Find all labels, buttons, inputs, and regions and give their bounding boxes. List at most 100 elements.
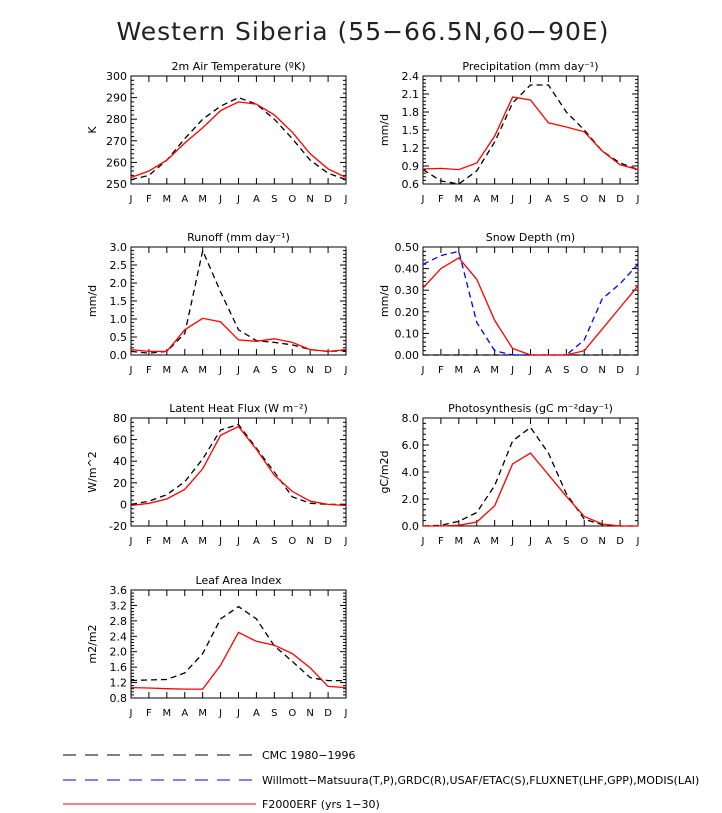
x-tick-label: M xyxy=(163,365,172,376)
y-tick-label: 2.0 xyxy=(402,493,420,506)
x-tick-label: J xyxy=(129,536,133,547)
x-tick-label: O xyxy=(288,708,296,719)
x-tick-label: J xyxy=(510,365,514,376)
x-tick-label: A xyxy=(181,194,188,205)
y-tick-label: 2.4 xyxy=(110,630,128,643)
y-tick-label: 300 xyxy=(106,70,127,83)
x-tick-label: J xyxy=(236,536,240,547)
x-tick-label: J xyxy=(129,365,133,376)
y-tick-label: 0.8 xyxy=(110,692,128,705)
x-tick-label: F xyxy=(146,365,152,376)
y-tick-label: 250 xyxy=(106,178,127,191)
y-tick-label: 1.5 xyxy=(402,124,420,137)
x-tick-label: A xyxy=(473,536,480,547)
y-tick-label: 1.5 xyxy=(110,295,128,308)
x-tick-label: A xyxy=(253,365,260,376)
series-line-model xyxy=(422,256,639,356)
x-tick-label: S xyxy=(563,365,569,376)
x-tick-label: J xyxy=(636,365,640,376)
series-line-cmc xyxy=(130,423,346,506)
plot-frame xyxy=(130,75,347,185)
y-tick-label: 2.0 xyxy=(110,646,128,659)
y-tick-label: 1.8 xyxy=(402,106,420,119)
x-tick-label: S xyxy=(563,194,569,205)
y-axis-label: gC/m2d xyxy=(378,450,391,493)
x-tick-label: A xyxy=(181,365,188,376)
x-tick-label: J xyxy=(218,536,222,547)
y-tick-label: 6.0 xyxy=(402,439,420,452)
x-tick-label: J xyxy=(510,536,514,547)
y-tick-label: 4.0 xyxy=(402,466,420,479)
y-tick-label: 1.2 xyxy=(402,142,420,155)
x-tick-label: M xyxy=(490,194,499,205)
y-tick-label: 1.6 xyxy=(110,661,128,674)
x-tick-label: M xyxy=(163,194,172,205)
x-tick-label: J xyxy=(236,708,240,719)
y-tick-label: 2.5 xyxy=(110,259,128,272)
x-tick-label: J xyxy=(421,536,425,547)
y-axis-label: mm/d xyxy=(378,114,391,146)
x-tick-label: J xyxy=(236,365,240,376)
x-tick-label: N xyxy=(306,536,313,547)
plot-frame xyxy=(422,417,639,527)
series-line-model xyxy=(130,317,347,353)
x-tick-label: S xyxy=(563,536,569,547)
y-tick-label: 0.10 xyxy=(395,327,420,340)
x-tick-label: M xyxy=(490,536,499,547)
x-tick-label: J xyxy=(344,708,348,719)
x-tick-label: M xyxy=(455,194,464,205)
x-tick-label: O xyxy=(288,365,296,376)
x-tick-label: N xyxy=(306,365,313,376)
y-tick-label: 260 xyxy=(106,156,127,169)
panel-2: Precipitation (mm day⁻¹) mm/d 0.6 0.9 1.2 1.5… xyxy=(378,60,639,205)
y-tick-label: 8.0 xyxy=(402,412,420,425)
y-tick-label: 270 xyxy=(106,135,127,148)
y-tick-label: 0.5 xyxy=(110,331,128,344)
x-tick-label: J xyxy=(528,194,532,205)
x-tick-label: F xyxy=(438,365,444,376)
x-tick-label: M xyxy=(198,194,207,205)
x-tick-label: J xyxy=(636,536,640,547)
x-tick-label: F xyxy=(146,708,152,719)
y-tick-label: -20 xyxy=(109,520,127,533)
x-tick-label: O xyxy=(580,194,588,205)
x-tick-label: A xyxy=(181,536,188,547)
x-tick-label: J xyxy=(218,194,222,205)
x-tick-label: A xyxy=(545,365,552,376)
y-tick-label: 1.0 xyxy=(110,313,128,326)
series-line-cmc xyxy=(422,84,639,185)
panel-1: 2m Air Temperature (ºK) K 250 260 270 280 290 3… xyxy=(86,60,347,205)
series-line-model xyxy=(130,425,347,507)
x-tick-label: N xyxy=(598,194,605,205)
x-tick-label: D xyxy=(324,536,332,547)
y-tick-label: 0.6 xyxy=(402,178,420,191)
panel-7: Leaf Area Index m2/m2 0.8 1.2 1.6 2.0 2.4 2.8 3.… xyxy=(86,574,347,719)
panel-4: Snow Depth (m) mm/d 0.00 0.10 0.20 0.30 0.40 0.… xyxy=(378,231,639,376)
legend-label-model: F2000ERF (yrs 1−30) xyxy=(262,798,380,811)
x-tick-label: S xyxy=(271,194,277,205)
x-tick-label: J xyxy=(236,194,240,205)
y-tick-label: 0 xyxy=(120,498,127,511)
series-line-model xyxy=(130,101,347,179)
x-tick-label: F xyxy=(438,194,444,205)
x-tick-label: J xyxy=(528,536,532,547)
x-tick-label: D xyxy=(616,365,624,376)
x-tick-label: N xyxy=(306,194,313,205)
panel-title: 2m Air Temperature (ºK) xyxy=(172,60,306,73)
y-axis-label: K xyxy=(86,126,99,134)
y-tick-label: 80 xyxy=(113,412,127,425)
x-tick-label: M xyxy=(490,365,499,376)
x-tick-label: D xyxy=(324,194,332,205)
x-tick-label: M xyxy=(198,536,207,547)
panel-title: Snow Depth (m) xyxy=(486,231,575,244)
series-line-cmc xyxy=(422,426,638,527)
y-tick-label: 0.9 xyxy=(402,160,420,173)
x-tick-label: F xyxy=(146,194,152,205)
x-tick-label: A xyxy=(545,536,552,547)
panel-title: Precipitation (mm day⁻¹) xyxy=(462,60,598,73)
x-tick-label: J xyxy=(510,194,514,205)
legend-label-obs: Willmott−Matsuura(T,P),GRDC(R),USAF/ETAC… xyxy=(262,774,699,787)
x-tick-label: J xyxy=(421,365,425,376)
y-tick-label: 0.50 xyxy=(395,241,420,254)
